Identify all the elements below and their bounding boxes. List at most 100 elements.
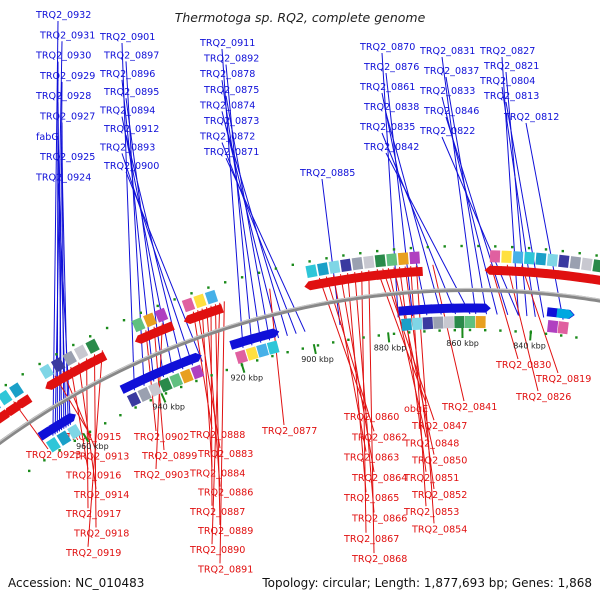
reverse-gene-tile xyxy=(592,259,600,273)
reverse-gene-tile xyxy=(39,363,55,380)
rna-gene-arrow xyxy=(556,308,574,319)
gene-label-trq2-0925: TRQ2_0925 xyxy=(39,152,95,163)
reverse-gene-arrow xyxy=(206,303,224,317)
gene-label-trq2-0927: TRQ2_0927 xyxy=(39,112,95,123)
kbp-label: 900 kbp xyxy=(301,355,334,364)
forward-gene-tile xyxy=(126,391,142,407)
gene-label-trq2-0812: TRQ2_0812 xyxy=(503,112,559,123)
ring-dot-inner xyxy=(409,246,413,250)
reverse-gene-tile xyxy=(546,253,558,267)
reverse-gene-tile xyxy=(154,307,169,323)
gene-label-trq2-0846: TRQ2_0846 xyxy=(423,106,479,117)
gene-label-trq2-0924: TRQ2_0924 xyxy=(35,172,91,183)
ring-dot-outer xyxy=(438,329,441,332)
gene-label-trq2-0884: TRQ2_0884 xyxy=(189,468,245,479)
reverse-leader-line xyxy=(219,301,225,564)
ring-dot-inner xyxy=(89,335,92,338)
gene-label-trq2-0889: TRQ2_0889 xyxy=(197,526,253,537)
gene-features xyxy=(0,250,600,453)
reverse-gene-tile xyxy=(305,264,318,279)
ring-dot-inner xyxy=(544,248,548,251)
ring-dot-outer xyxy=(575,336,578,339)
reverse-gene-arrow xyxy=(338,273,356,285)
reverse-labels: TRQ2_0923TRQ2_0915TRQ2_0913TRQ2_0916TRQ2… xyxy=(25,360,591,575)
ring-dot-inner xyxy=(392,248,396,251)
kbp-label: 860 kbp xyxy=(446,339,479,348)
forward-gene-arrow xyxy=(58,413,76,428)
forward-gene-tile xyxy=(266,340,280,355)
ring-dot-inner xyxy=(38,362,41,366)
reverse-gene-arrow xyxy=(541,269,559,280)
ring-dot-inner xyxy=(325,257,328,260)
reverse-gene-tile xyxy=(523,251,535,265)
reverse-leader-line xyxy=(54,375,89,432)
gene-label-trq2-0895: TRQ2_0895 xyxy=(103,87,159,98)
reverse-gene-arrow xyxy=(405,266,423,277)
forward-gene-arrow xyxy=(184,352,202,366)
reverse-gene-tile xyxy=(0,389,13,406)
forward-leader-line xyxy=(125,171,203,362)
gene-label-trq2-0871: TRQ2_0871 xyxy=(203,147,259,158)
kbp-label: 960 kbp xyxy=(76,442,109,451)
gene-label-trq2-0877: TRQ2_0877 xyxy=(261,426,317,437)
ring-dot-inner xyxy=(55,353,58,356)
reverse-gene-tile xyxy=(581,257,593,271)
reverse-leader-line xyxy=(490,264,519,360)
reverse-gene-tile xyxy=(558,254,570,268)
ring-dot-outer xyxy=(453,329,456,332)
reverse-leader-line xyxy=(155,323,163,470)
ring-dot-outer xyxy=(316,344,320,347)
forward-gene-tile xyxy=(169,372,184,388)
reverse-gene-arrow xyxy=(349,272,367,283)
ring-dot-outer xyxy=(544,332,548,335)
forward-leader-line xyxy=(445,76,487,315)
gene-label-trq2-0928: TRQ2_0928 xyxy=(35,91,91,102)
ring-dot-outer xyxy=(28,469,31,473)
gene-label-trq2-0872: TRQ2_0872 xyxy=(199,132,255,143)
gene-label-trq2-0819: TRQ2_0819 xyxy=(535,374,591,385)
gene-label-trq2-0897: TRQ2_0897 xyxy=(103,50,159,61)
reverse-gene-arrow xyxy=(383,268,401,279)
reverse-gene-tile xyxy=(386,253,398,267)
reverse-gene-tile xyxy=(374,254,386,268)
ring-dot-outer xyxy=(180,385,183,389)
reverse-gene-tile xyxy=(569,256,582,270)
gene-label-trq2-0866: TRQ2_0866 xyxy=(351,514,407,525)
gene-label-trq2-0842: TRQ2_0842 xyxy=(363,142,419,153)
forward-leader-line xyxy=(441,136,519,316)
gene-label-trq2-0918: TRQ2_0918 xyxy=(73,529,129,540)
ring-dot-inner xyxy=(342,254,345,257)
reverse-gene-tile xyxy=(340,258,352,272)
forward-gene-tile xyxy=(465,316,475,328)
reverse-leader-line xyxy=(214,304,221,526)
gene-label-trq2-0868: TRQ2_0868 xyxy=(351,554,407,565)
gene-label-trq2-0912: TRQ2_0912 xyxy=(103,124,159,135)
gene-label-obge: obgE xyxy=(404,404,428,415)
forward-gene-tile xyxy=(179,368,194,384)
ring-dot-outer xyxy=(149,399,152,402)
forward-gene-tile xyxy=(137,386,152,402)
reverse-gene-arrow xyxy=(315,277,334,289)
forward-leader-line xyxy=(385,112,442,315)
gene-label-trq2-0886: TRQ2_0886 xyxy=(197,488,253,499)
ring-dot-inner xyxy=(359,252,362,255)
reverse-leader-line xyxy=(70,366,89,470)
ring-dot-outer xyxy=(468,328,472,332)
reverse-gene-arrow xyxy=(495,266,514,276)
ring-dot-outer xyxy=(164,392,168,395)
ring-dot-outer xyxy=(286,351,289,354)
reverse-leader-line xyxy=(506,264,539,392)
forward-leader-line xyxy=(221,142,297,334)
ring-dot-outer xyxy=(332,341,335,344)
kbp-tick xyxy=(160,392,167,403)
reverse-gene-arrow xyxy=(326,275,345,287)
reverse-gene-tile xyxy=(535,252,547,266)
ring-dot-outer xyxy=(58,449,61,452)
ring-dot-inner xyxy=(190,292,193,295)
gene-label-trq2-0870: TRQ2_0870 xyxy=(359,42,415,53)
gene-label-trq2-0901: TRQ2_0901 xyxy=(99,32,155,43)
reverse-leader-line xyxy=(87,350,103,547)
gene-label-trq2-0932: TRQ2_0932 xyxy=(35,10,91,21)
forward-gene-arrow xyxy=(37,426,55,441)
forward-gene-tile xyxy=(546,319,559,334)
